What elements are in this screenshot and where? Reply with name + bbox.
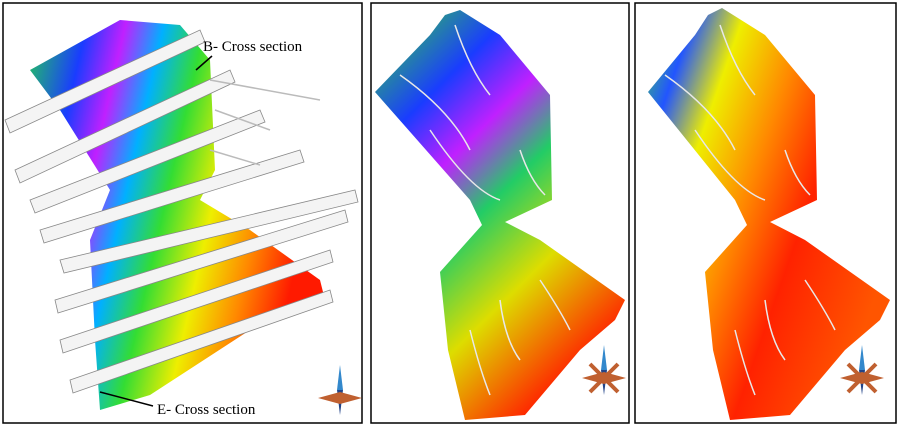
- compass: [840, 345, 884, 395]
- fault-lines: [664, 24, 836, 396]
- annotation: E- Cross section: [157, 402, 256, 418]
- annotation-arrow: [99, 391, 154, 407]
- surface-map: [648, 8, 890, 420]
- annotation: B- Cross section: [203, 39, 303, 55]
- fault-lines: [399, 24, 571, 396]
- annotation-arrow: [195, 55, 213, 71]
- compass: [318, 365, 362, 415]
- compass: [582, 345, 626, 395]
- cross-section-view: [4, 20, 359, 410]
